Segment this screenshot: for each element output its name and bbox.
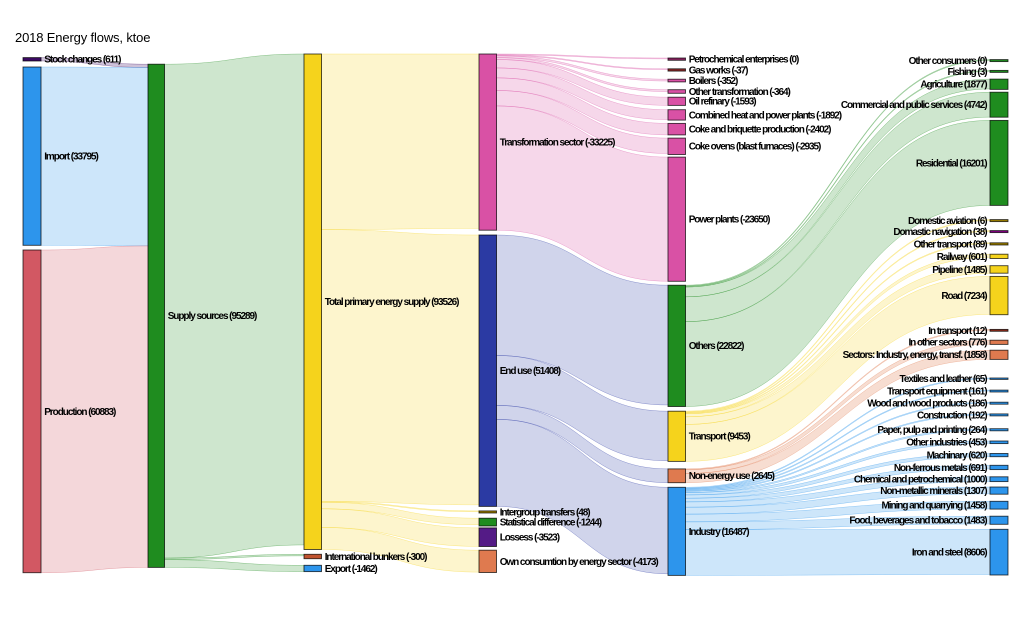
svg-text:Textiles and leather (65): Textiles and leather (65) xyxy=(900,374,988,385)
svg-text:International bunkers (-300): International bunkers (-300) xyxy=(325,552,427,563)
svg-text:Domastic navigation (38): Domastic navigation (38) xyxy=(893,227,987,238)
svg-text:Own consumtion by energy secto: Own consumtion by energy sector (-4173) xyxy=(500,557,659,568)
svg-text:Domestic aviation (6): Domestic aviation (6) xyxy=(908,216,987,227)
svg-text:Total primary energy supply (9: Total primary energy supply (93526) xyxy=(325,297,459,308)
svg-text:Residential (16201): Residential (16201) xyxy=(916,158,987,169)
svg-text:Coke ovens (blast furnaces) (-: Coke ovens (blast furnaces) (-2935) xyxy=(689,142,821,153)
svg-text:Intergroup transfers (48): Intergroup transfers (48) xyxy=(500,507,591,518)
svg-text:Construction (192): Construction (192) xyxy=(917,410,987,421)
svg-text:Other transport (89): Other transport (89) xyxy=(914,239,988,250)
svg-text:Mining and quarrying (1458): Mining and quarrying (1458) xyxy=(882,501,988,512)
svg-text:End use (51408): End use (51408) xyxy=(500,366,561,377)
svg-text:Power plants (-23650): Power plants (-23650) xyxy=(689,215,770,226)
svg-text:Transport equipment (161): Transport equipment (161) xyxy=(887,386,987,397)
svg-text:Transport (9453): Transport (9453) xyxy=(689,432,751,443)
svg-text:Statistical difference (-1244): Statistical difference (-1244) xyxy=(500,518,602,529)
svg-text:Petrochemical enterprises (0): Petrochemical enterprises (0) xyxy=(689,55,799,66)
svg-text:Combined heat and power plants: Combined heat and power plants (-1892) xyxy=(689,110,842,121)
svg-text:Lossess (-3523): Lossess (-3523) xyxy=(500,533,560,544)
svg-text:Other industries (453): Other industries (453) xyxy=(906,438,987,449)
svg-text:Non-ferrous metals (691): Non-ferrous metals (691) xyxy=(894,463,987,474)
svg-text:Oil refinary (-1593): Oil refinary (-1593) xyxy=(689,97,757,108)
svg-text:Non-metallic minerals (1307): Non-metallic minerals (1307) xyxy=(880,486,987,497)
svg-text:Non-energy use (2645): Non-energy use (2645) xyxy=(689,471,775,482)
svg-text:Industry (16487): Industry (16487) xyxy=(689,527,750,538)
svg-text:Sectors: Industry, energy, tra: Sectors: Industry, energy, transf. (1858… xyxy=(843,350,988,361)
svg-text:Production (60883): Production (60883) xyxy=(44,407,116,418)
svg-text:Chemical and petrochemical (10: Chemical and petrochemical (1000) xyxy=(854,475,987,486)
svg-text:Commercial and public services: Commercial and public services (4742) xyxy=(841,100,987,111)
svg-text:Other consumers (0): Other consumers (0) xyxy=(909,56,988,67)
svg-text:Fishing (3): Fishing (3) xyxy=(947,67,987,78)
svg-text:Iron and steel (8606): Iron and steel (8606) xyxy=(912,548,987,559)
svg-text:Road (7234): Road (7234) xyxy=(941,291,987,302)
svg-text:Railway (601): Railway (601) xyxy=(937,252,987,263)
svg-text:In other sectors (776): In other sectors (776) xyxy=(908,338,987,349)
svg-text:Other transformation (-364): Other transformation (-364) xyxy=(689,87,791,98)
svg-text:Export (-1462): Export (-1462) xyxy=(325,564,378,575)
svg-text:Food, beverages and tobacco (1: Food, beverages and tobacco (1483) xyxy=(849,516,987,527)
svg-text:Transformation sector (-33225): Transformation sector (-33225) xyxy=(500,138,615,149)
svg-text:Agriculture (1877): Agriculture (1877) xyxy=(920,80,987,91)
svg-text:Boilers (-352): Boilers (-352) xyxy=(689,76,738,87)
svg-text:In transport (12): In transport (12) xyxy=(928,326,987,337)
svg-text:Coke and briquette production: Coke and briquette production (-2402) xyxy=(689,125,831,136)
svg-text:Stock changes (611): Stock changes (611) xyxy=(44,55,121,66)
svg-text:Gas works (-37): Gas works (-37) xyxy=(689,65,748,76)
svg-text:Wood and wood products (186): Wood and wood products (186) xyxy=(867,399,987,410)
svg-text:Import (33795): Import (33795) xyxy=(44,152,98,163)
svg-text:Pipeline (1485): Pipeline (1485) xyxy=(932,265,987,276)
svg-text:Supply sources (95289): Supply sources (95289) xyxy=(168,311,257,322)
svg-text:Machinary (620): Machinary (620) xyxy=(927,451,988,462)
svg-text:Others (22822): Others (22822) xyxy=(689,341,744,352)
svg-text:2018 Energy flows, ktoe: 2018 Energy flows, ktoe xyxy=(15,30,150,45)
svg-text:Paper, pulp and printing (264): Paper, pulp and printing (264) xyxy=(877,425,987,436)
